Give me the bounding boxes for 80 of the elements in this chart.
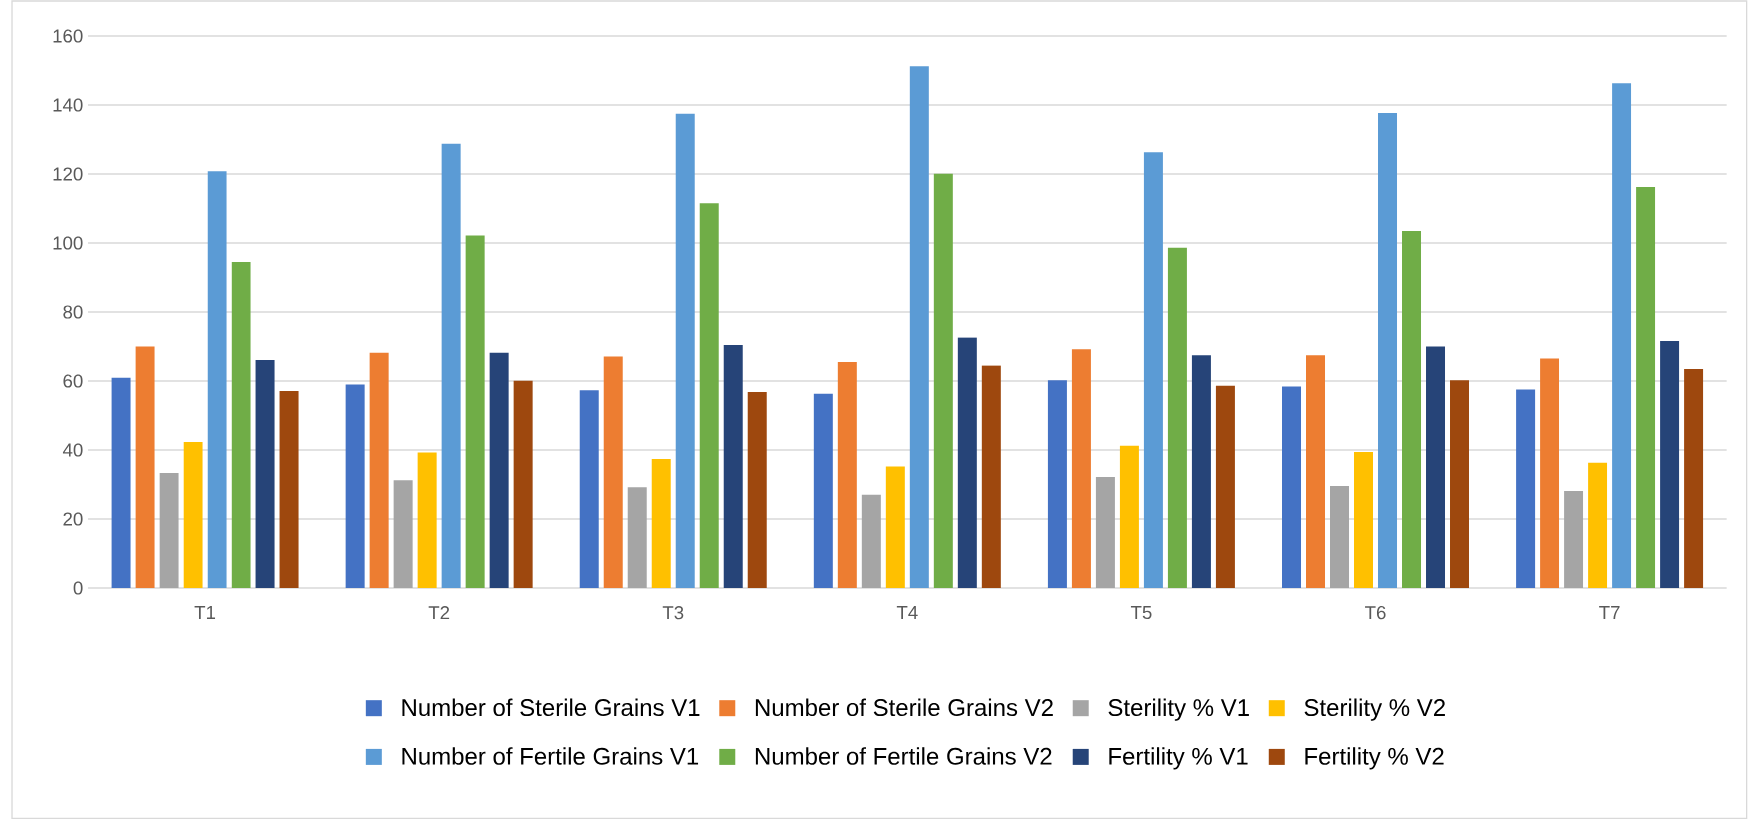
bar	[111, 377, 131, 588]
legend-label: Sterility % V2	[1304, 698, 1445, 721]
bar	[345, 384, 365, 588]
bar	[1047, 380, 1067, 588]
legend-label: Number of Fertile Grains V1	[402, 747, 699, 765]
bar	[135, 346, 155, 588]
bar	[1636, 187, 1656, 588]
bar	[861, 494, 881, 588]
bar	[675, 113, 695, 588]
bar	[1540, 358, 1560, 588]
bar	[579, 390, 599, 588]
bar	[723, 345, 743, 588]
bar	[279, 391, 299, 588]
y-tick-label: 160	[53, 29, 83, 43]
legend-label: Fertility % V2	[1305, 747, 1444, 770]
bar	[1119, 445, 1139, 588]
x-tick-label: T4	[896, 606, 918, 619]
bar	[207, 171, 227, 588]
y-tick-label: 140	[53, 98, 83, 112]
bar	[1588, 462, 1608, 588]
bar	[1378, 112, 1398, 588]
bar	[1215, 385, 1235, 588]
bar	[1426, 346, 1446, 588]
bar	[813, 393, 833, 588]
y-tick-label: 0	[73, 581, 83, 595]
legend-label: Number of Fertile Grains V2	[755, 747, 1052, 765]
bar	[1660, 340, 1680, 588]
bar	[255, 359, 275, 588]
bar	[183, 442, 203, 588]
y-tick-label: 100	[53, 236, 83, 250]
bar	[1516, 389, 1536, 588]
bar	[1684, 368, 1704, 588]
bar	[1564, 491, 1584, 588]
bar	[417, 452, 437, 588]
y-tick-label: 60	[63, 374, 83, 388]
bar	[1330, 485, 1350, 588]
legend-label: Fertility % V1	[1109, 747, 1248, 770]
x-tick-label: T6	[1365, 606, 1386, 620]
x-tick-label: T2	[428, 606, 450, 620]
bar	[651, 458, 671, 588]
bar	[1191, 355, 1211, 588]
x-tick-label: T5	[1130, 606, 1152, 620]
bar	[489, 352, 509, 588]
x-tick-label: T3	[662, 606, 684, 620]
bar	[513, 380, 533, 588]
x-tick-label: T1	[194, 606, 216, 619]
bar	[933, 173, 953, 588]
bar	[699, 203, 719, 588]
bar	[1612, 83, 1632, 588]
x-tick-label: T7	[1599, 606, 1620, 619]
y-tick-label: 80	[63, 305, 83, 319]
legend-label: Number of Sterile Grains V2	[755, 698, 1053, 717]
bar	[957, 337, 977, 588]
bar	[747, 392, 767, 588]
bar	[1306, 355, 1326, 588]
bar	[603, 356, 623, 588]
bar	[159, 473, 179, 588]
bar	[1143, 152, 1163, 588]
bar	[837, 362, 857, 588]
y-tick-label: 20	[63, 512, 83, 526]
y-tick-label: 120	[53, 167, 83, 181]
legend-label: Number of Sterile Grains V1	[402, 698, 700, 717]
bar	[1402, 230, 1422, 588]
bar	[1095, 476, 1115, 588]
bar	[627, 487, 647, 588]
y-tick-label: 40	[62, 443, 83, 457]
bar	[885, 466, 905, 588]
legend-label: Sterility % V1	[1108, 698, 1249, 721]
bar	[1450, 380, 1470, 588]
bar	[465, 235, 485, 588]
bar	[369, 352, 389, 588]
bar	[1282, 386, 1302, 588]
bar	[1071, 349, 1091, 588]
bar	[441, 143, 461, 588]
bar	[1167, 247, 1187, 588]
bar	[393, 480, 413, 588]
bar	[981, 365, 1001, 588]
bar	[231, 261, 251, 588]
bar	[909, 66, 929, 588]
bar	[1354, 452, 1374, 588]
